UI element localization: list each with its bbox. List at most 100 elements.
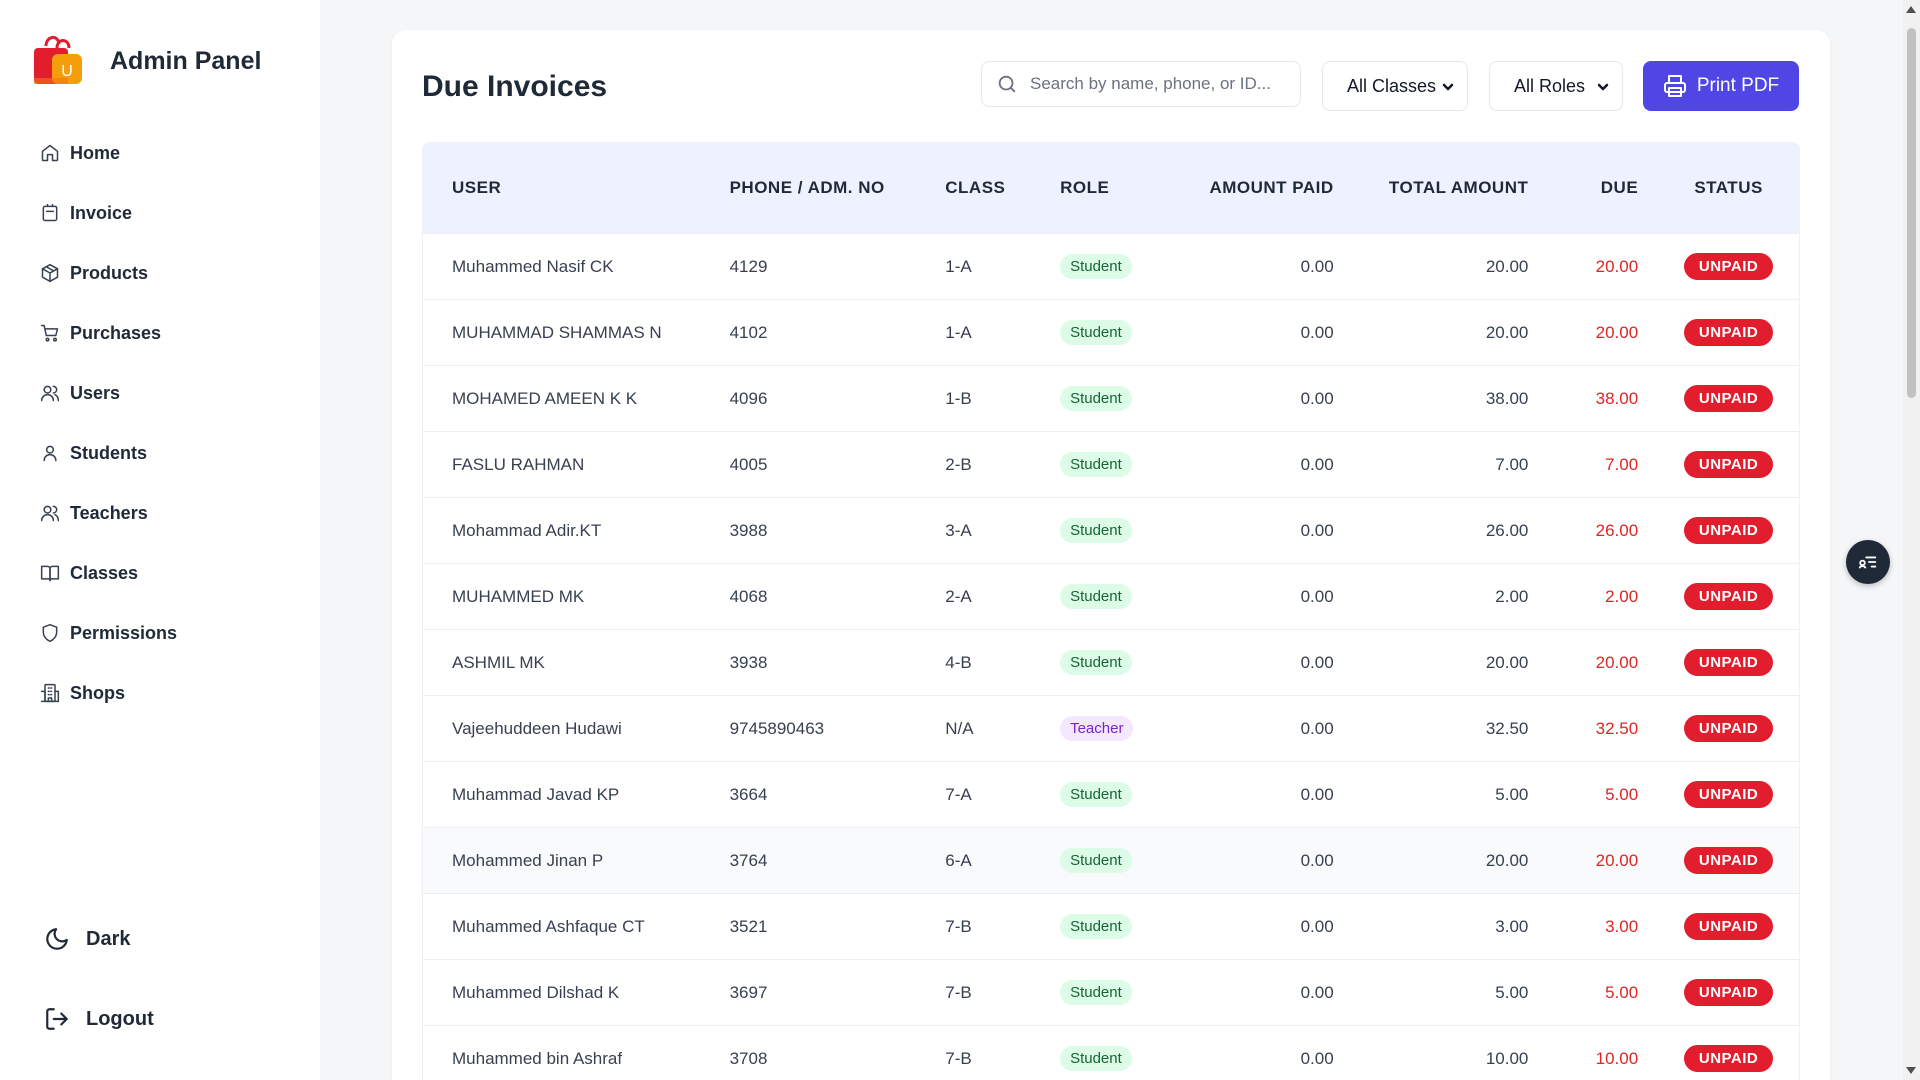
sidebar-nav: Home Invoice Products Purchases Users St… <box>0 123 320 723</box>
sidebar-item-students[interactable]: Students <box>0 423 320 483</box>
sidebar-item-home[interactable]: Home <box>0 123 320 183</box>
role-badge: Student <box>1060 1046 1132 1071</box>
cell-amount-paid: 0.00 <box>1300 784 1334 804</box>
theme-toggle-label: Dark <box>86 927 131 950</box>
table-row[interactable]: MOHAMED AMEEN K K 4096 1-B Student 0.00 38.00… <box>423 365 1799 431</box>
cell-role: Student <box>1060 848 1180 873</box>
cell-class: 2-A <box>945 586 972 606</box>
cell-amount-paid: 0.00 <box>1300 850 1334 870</box>
sidebar-item-products[interactable]: Products <box>0 243 320 303</box>
cell-due: 2.00 <box>1605 586 1639 606</box>
cell-role: Student <box>1060 980 1180 1005</box>
cell-role: Student <box>1060 254 1180 279</box>
cell-phone: 3988 <box>729 520 768 540</box>
cell-class: 1-A <box>945 256 972 276</box>
status-badge: UNPAID <box>1683 385 1774 412</box>
status-badge: UNPAID <box>1683 451 1774 478</box>
table-row[interactable]: FASLU RAHMAN 4005 2-B Student 0.00 7.00 7.00 UN… <box>423 431 1799 497</box>
sidebar-item-shops[interactable]: Shops <box>0 663 320 723</box>
sidebar-item-invoice[interactable]: Invoice <box>0 183 320 243</box>
cell-user: Mohammad Adir.KT <box>452 520 602 540</box>
column-header-user[interactable]: USER <box>452 178 502 197</box>
role-badge: Student <box>1060 518 1132 543</box>
sidebar-item-permissions[interactable]: Permissions <box>0 603 320 663</box>
cell-status: UNPAID <box>1638 649 1799 676</box>
table-row[interactable]: Muhammed Nasif CK 4129 1-A Student 0.00 20.00… <box>423 233 1799 299</box>
logout-button[interactable]: Logout <box>44 1006 154 1032</box>
cell-user: Vajeehuddeen Hudawi <box>452 718 622 738</box>
cell-due: 20.00 <box>1595 256 1639 276</box>
status-badge: UNPAID <box>1683 913 1774 940</box>
cell-due: 3.00 <box>1605 916 1639 936</box>
role-badge: Student <box>1060 320 1132 345</box>
column-header-phone[interactable]: PHONE / ADM. NO <box>729 178 885 197</box>
sidebar-item-users[interactable]: Users <box>0 363 320 423</box>
chevron-down-icon <box>1597 83 1609 91</box>
column-header-class[interactable]: CLASS <box>945 178 1006 197</box>
scrollbar-thumb[interactable] <box>1907 28 1916 398</box>
status-badge: UNPAID <box>1683 319 1774 346</box>
print-pdf-button[interactable]: Print PDF <box>1643 61 1799 111</box>
table-row[interactable]: MUHAMMAD SHAMMAS N 4102 1-A Student 0.00 20.0… <box>423 299 1799 365</box>
cell-total-amount: 32.50 <box>1485 718 1529 738</box>
column-header-role[interactable]: ROLE <box>1060 178 1110 197</box>
home-icon <box>41 144 59 162</box>
cell-total-amount: 5.00 <box>1495 982 1529 1002</box>
table-row[interactable]: Muhammed bin Ashraf 3708 7-B Student 0.00 10.… <box>423 1025 1799 1080</box>
column-header-total-amount[interactable]: TOTAL AMOUNT <box>1388 178 1529 197</box>
cell-status: UNPAID <box>1638 979 1799 1006</box>
sidebar-item-teachers[interactable]: Teachers <box>0 483 320 543</box>
table-row[interactable]: Muhammad Javad KP 3664 7-A Student 0.00 5.00 5… <box>423 761 1799 827</box>
class-filter-select[interactable]: All Classes <box>1322 61 1468 111</box>
table-row[interactable]: Muhammed Ashfaque CT 3521 7-B Student 0.00 3.… <box>423 893 1799 959</box>
cell-amount-paid: 0.00 <box>1300 718 1334 738</box>
cell-due: 26.00 <box>1595 520 1639 540</box>
column-header-status[interactable]: STATUS <box>1694 178 1763 197</box>
status-badge: UNPAID <box>1683 1045 1774 1072</box>
cell-phone: 3708 <box>729 1048 768 1068</box>
table-row[interactable]: MUHAMMED MK 4068 2-A Student 0.00 2.00 2.00 UNP… <box>423 563 1799 629</box>
table-row[interactable]: ASHMIL MK 3938 4-B Student 0.00 20.00 20.00 UNP… <box>423 629 1799 695</box>
cell-total-amount: 20.00 <box>1485 652 1529 672</box>
users-icon <box>40 505 60 522</box>
column-header-amount-paid[interactable]: AMOUNT PAID <box>1209 178 1334 197</box>
scroll-down-arrow[interactable] <box>1906 1067 1916 1074</box>
cell-phone: 3697 <box>729 982 768 1002</box>
cell-amount-paid: 0.00 <box>1300 1048 1334 1068</box>
role-badge: Student <box>1060 650 1132 675</box>
cell-total-amount: 38.00 <box>1485 388 1529 408</box>
cart-icon <box>40 324 59 342</box>
cell-user: FASLU RAHMAN <box>452 454 585 474</box>
book-icon <box>40 565 60 582</box>
cell-class: 7-B <box>945 916 972 936</box>
cell-due: 5.00 <box>1605 784 1639 804</box>
table-row[interactable]: Muhammed Dilshad K 3697 7-B Student 0.00 5.00… <box>423 959 1799 1025</box>
search-input[interactable] <box>1030 74 1270 94</box>
cell-due: 32.50 <box>1595 718 1639 738</box>
scroll-up-arrow[interactable] <box>1906 6 1916 13</box>
cell-role: Student <box>1060 386 1180 411</box>
cell-amount-paid: 0.00 <box>1300 982 1334 1002</box>
table-row[interactable]: Mohammed Jinan P 3764 6-A Student 0.00 20.00 2… <box>423 827 1799 893</box>
vertical-scrollbar[interactable] <box>1903 0 1920 1080</box>
floating-action-button[interactable] <box>1846 540 1890 584</box>
brand[interactable]: U Admin Panel <box>28 30 261 92</box>
sidebar-item-purchases[interactable]: Purchases <box>0 303 320 363</box>
cell-role: Student <box>1060 452 1180 477</box>
table-row[interactable]: Vajeehuddeen Hudawi 9745890463 N/A Teacher 0… <box>423 695 1799 761</box>
role-badge: Student <box>1060 254 1132 279</box>
search-box[interactable] <box>981 61 1301 107</box>
sidebar-item-label: Students <box>70 442 148 463</box>
cell-amount-paid: 0.00 <box>1300 916 1334 936</box>
role-badge: Teacher <box>1060 716 1134 741</box>
status-badge: UNPAID <box>1683 715 1774 742</box>
sidebar-item-classes[interactable]: Classes <box>0 543 320 603</box>
table-header: USER PHONE / ADM. NO CLASS ROLE AMOUNT P… <box>423 143 1799 233</box>
status-badge: UNPAID <box>1683 847 1774 874</box>
role-filter-select[interactable]: All Roles <box>1489 61 1623 111</box>
theme-toggle-button[interactable]: Dark <box>44 926 130 952</box>
table-row[interactable]: Mohammad Adir.KT 3988 3-A Student 0.00 26.00 2… <box>423 497 1799 563</box>
cell-status: UNPAID <box>1638 847 1799 874</box>
role-badge: Student <box>1060 452 1132 477</box>
column-header-due[interactable]: DUE <box>1600 178 1639 197</box>
